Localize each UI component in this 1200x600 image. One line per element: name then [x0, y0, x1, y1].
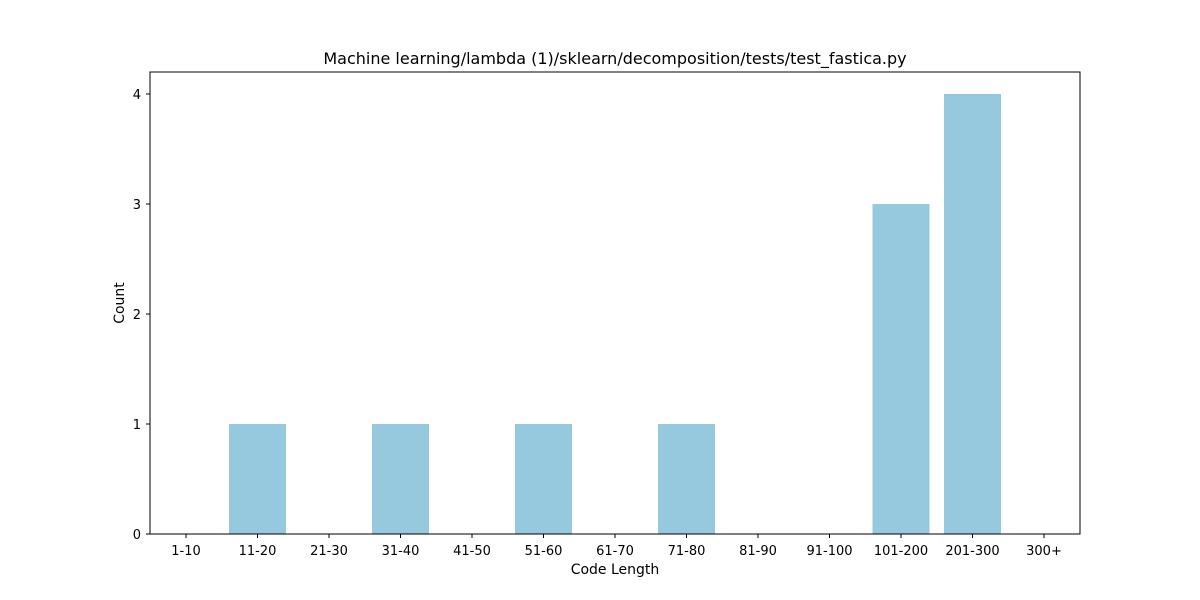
bar-101-200 — [872, 204, 930, 534]
bar-201-300 — [944, 94, 1001, 534]
y-tick-label: 2 — [133, 308, 141, 323]
x-tick-label: 81-90 — [739, 544, 777, 559]
y-tick-label: 4 — [133, 88, 141, 103]
y-tick-label: 1 — [133, 418, 141, 433]
bar-11-20 — [229, 424, 286, 534]
y-axis-label: Count — [112, 282, 128, 324]
y-axis-ticks: 0 1 2 3 4 — [133, 88, 150, 543]
chart-title: Machine learning/lambda (1)/sklearn/deco… — [323, 49, 906, 69]
x-axis-ticks: 1-10 11-20 21-30 31-40 41-50 51-60 61-70 71-80 8… — [171, 534, 1062, 559]
x-tick-label: 11-20 — [239, 544, 277, 559]
x-tick-label: 1-10 — [171, 544, 201, 559]
x-axis-label: Code Length — [571, 562, 660, 578]
x-tick-label: 201-300 — [945, 544, 999, 559]
x-tick-label: 300+ — [1026, 544, 1062, 559]
bar-51-60 — [515, 424, 572, 534]
x-tick-label: 91-100 — [806, 544, 852, 559]
x-tick-label: 71-80 — [668, 544, 706, 559]
x-tick-label: 21-30 — [310, 544, 348, 559]
x-tick-label: 61-70 — [596, 544, 634, 559]
y-tick-label: 3 — [133, 198, 141, 213]
plot-area: 1-10 11-20 21-30 31-40 41-50 51-60 61-70 71-80 8… — [133, 71, 1081, 559]
plot-frame — [149, 71, 1081, 535]
x-tick-label: 101-200 — [874, 544, 928, 559]
x-tick-label: 41-50 — [453, 544, 491, 559]
y-tick-label: 0 — [133, 528, 141, 543]
bar-71-80 — [658, 424, 715, 534]
bar-31-40 — [372, 424, 429, 534]
x-tick-label: 31-40 — [382, 544, 420, 559]
bars — [229, 94, 1001, 534]
x-tick-label: 51-60 — [525, 544, 563, 559]
